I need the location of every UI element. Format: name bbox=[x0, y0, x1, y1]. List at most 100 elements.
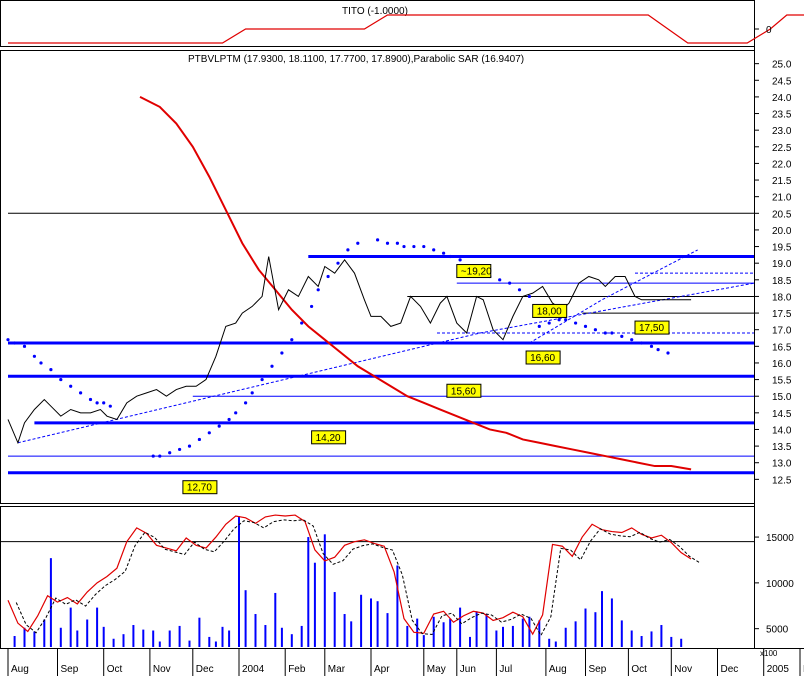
time-tick-label: Dec bbox=[721, 664, 739, 675]
sar-dot bbox=[666, 351, 670, 355]
volume-bar bbox=[333, 592, 336, 647]
volume-bar bbox=[152, 630, 155, 647]
series-layer bbox=[6, 14, 804, 647]
panel-frames bbox=[0, 0, 804, 649]
price-tick-label: 25.0 bbox=[772, 60, 792, 71]
sar-dot bbox=[49, 368, 53, 372]
volume-bar bbox=[43, 619, 46, 647]
sar-dot bbox=[640, 341, 644, 345]
sar-dot bbox=[88, 397, 93, 402]
sar-dot bbox=[422, 244, 426, 249]
panel-frame-1 bbox=[0, 50, 755, 504]
volume-scale-label: x100 bbox=[760, 649, 778, 658]
volume-bar bbox=[323, 534, 326, 647]
level-tag-label: ~19,20 bbox=[461, 267, 492, 278]
sar-dot bbox=[376, 238, 380, 242]
sar-dot bbox=[326, 274, 330, 279]
volume-bar bbox=[360, 594, 363, 647]
sar-dot bbox=[547, 321, 551, 325]
sar-dot bbox=[151, 454, 155, 458]
volume-bar bbox=[238, 515, 240, 647]
sar-dot bbox=[458, 258, 462, 262]
volume-bar bbox=[548, 638, 551, 647]
price-tick-label: 22.0 bbox=[772, 159, 792, 170]
time-tick-label: 2004 bbox=[242, 664, 265, 675]
sar-dot bbox=[22, 344, 27, 348]
volume-bar bbox=[307, 537, 310, 647]
volume-bar bbox=[584, 608, 587, 647]
price-tick-label: 15.0 bbox=[772, 392, 792, 403]
volume-bar bbox=[13, 636, 16, 647]
level-tag-label: 14,20 bbox=[316, 433, 341, 444]
sar-dot bbox=[234, 411, 238, 415]
price-tick-label: 20.5 bbox=[772, 209, 792, 220]
dashed-trend-line bbox=[17, 282, 755, 444]
level-tag-box bbox=[446, 383, 482, 398]
volume-bar bbox=[221, 626, 224, 647]
volume-bar bbox=[442, 622, 445, 647]
volume-bar bbox=[132, 625, 135, 647]
volume-bar bbox=[475, 611, 478, 647]
time-tick-label: Jul bbox=[499, 664, 512, 675]
volume-bar bbox=[59, 627, 62, 647]
sar-dot bbox=[260, 377, 264, 382]
volume-bar bbox=[228, 630, 231, 647]
time-tick-label: Nov bbox=[153, 664, 171, 675]
sar-dot bbox=[402, 244, 406, 249]
sar-dot bbox=[656, 348, 660, 352]
volume-bar bbox=[670, 636, 673, 647]
price-tick-label: 17.0 bbox=[772, 326, 792, 337]
price-tick-label: 19.5 bbox=[772, 243, 792, 254]
sar-dot bbox=[102, 401, 106, 405]
volume-bar bbox=[406, 625, 409, 647]
volume-bar bbox=[554, 641, 557, 647]
level-tag-box bbox=[311, 430, 347, 445]
oscillator-line bbox=[7, 514, 692, 636]
sar-dot bbox=[610, 331, 614, 335]
time-tick-label: Aug bbox=[549, 664, 567, 675]
price-tick-label: 13.0 bbox=[772, 459, 792, 470]
indicator-label: TITO (-1.0000) bbox=[342, 6, 408, 17]
price-tick-label: 23.0 bbox=[772, 126, 792, 137]
volume-tick-label: 15000 bbox=[766, 533, 794, 544]
sar-dot bbox=[574, 321, 578, 325]
sar-dot bbox=[197, 437, 201, 442]
time-tick-label: Nov bbox=[674, 664, 692, 675]
volume-bar bbox=[264, 625, 267, 647]
sar-dot bbox=[630, 338, 634, 342]
price-tick-label: 14.5 bbox=[772, 409, 792, 420]
sar-dot bbox=[290, 338, 294, 342]
volume-bar bbox=[680, 638, 683, 647]
price-tick-label: 16.0 bbox=[772, 359, 792, 370]
volume-bar bbox=[502, 626, 504, 647]
sar-dot bbox=[537, 324, 541, 328]
volume-bar bbox=[449, 618, 452, 647]
volume-bar bbox=[198, 617, 201, 647]
volume-panel: x100 bbox=[760, 649, 778, 658]
sar-dot bbox=[244, 401, 248, 405]
level-tag-box bbox=[456, 264, 492, 279]
price-tick-label: 13.5 bbox=[772, 442, 792, 453]
time-tick-label: Dec bbox=[196, 664, 214, 675]
sar-dot bbox=[250, 391, 254, 395]
volume-bar bbox=[313, 562, 316, 647]
sar-dot bbox=[564, 318, 568, 322]
volume-bar bbox=[396, 565, 399, 647]
sar-dot bbox=[557, 318, 561, 322]
volume-bar bbox=[386, 613, 389, 647]
sar-dot bbox=[6, 338, 10, 342]
sar-dot bbox=[79, 391, 83, 395]
volume-bar bbox=[300, 625, 303, 647]
price-tick-label: 23.5 bbox=[772, 110, 792, 121]
sar-dot bbox=[217, 424, 221, 428]
volume-bar bbox=[96, 607, 99, 647]
sar-dot bbox=[168, 451, 172, 455]
level-tag-label: 17,50 bbox=[639, 323, 664, 334]
trend-curve bbox=[139, 96, 692, 471]
price-tick-label: 16.5 bbox=[772, 342, 792, 353]
volume-bar bbox=[343, 614, 346, 647]
time-tick-label: Aug bbox=[11, 664, 29, 675]
level-tag-box bbox=[525, 350, 561, 365]
volume-bar bbox=[650, 631, 653, 647]
level-tag-label: 18,00 bbox=[537, 306, 562, 317]
